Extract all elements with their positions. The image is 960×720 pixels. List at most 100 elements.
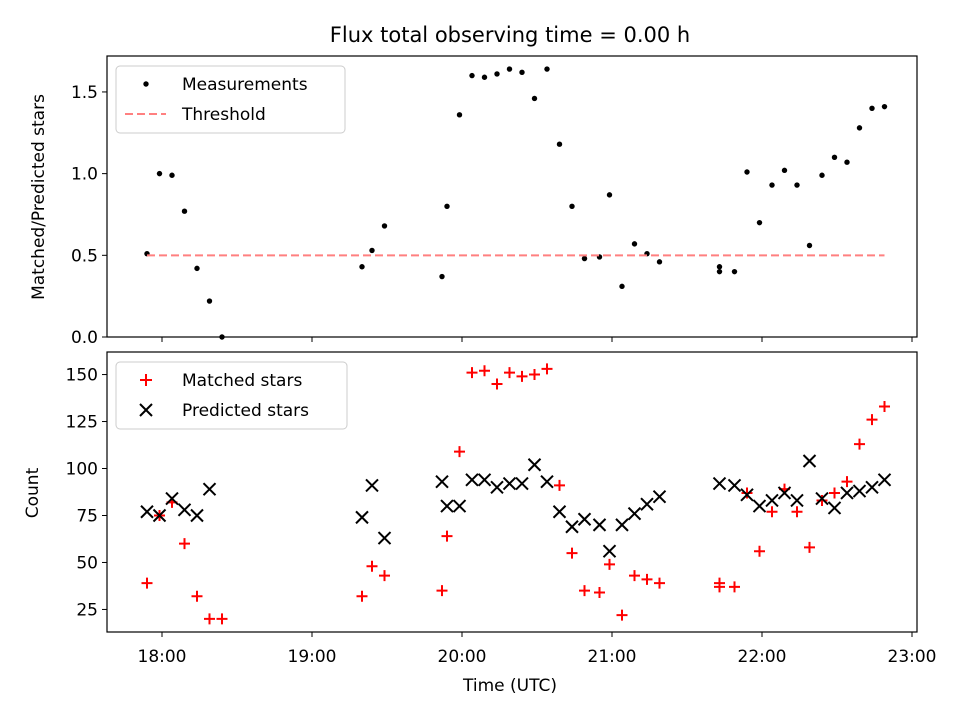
data-point [829,487,840,499]
data-point [819,172,825,178]
data-point [556,141,563,147]
data-point [494,71,500,77]
data-point [440,499,454,513]
data-point [641,573,653,585]
data-point [791,506,803,518]
data-point [466,367,478,379]
data-point [491,378,503,390]
y-tick-label: 50 [76,553,98,573]
data-point [854,438,865,450]
x-tick-label: 23:00 [888,647,937,667]
data-point [602,544,617,558]
data-point [141,577,153,589]
data-point [615,518,629,532]
data-point [569,203,575,210]
data-point [802,454,817,468]
data-point [441,530,453,542]
data-point [140,505,154,519]
data-point [606,192,613,198]
y-tick-label: 25 [76,600,98,620]
data-point [202,482,217,496]
data-point [712,476,727,491]
data-point [436,585,448,597]
legend-swatch [143,81,149,87]
data-point [790,493,804,508]
y-tick-label: 1.5 [71,83,98,103]
bottom-y-axis-label: Count [23,467,43,518]
data-point [604,558,615,570]
data-point [756,219,763,226]
data-point [781,167,788,174]
data-point [865,480,879,495]
y-tick-label: 125 [66,413,98,433]
data-point [204,613,215,625]
data-point [377,531,392,545]
y-tick-label: 150 [66,366,98,386]
y-tick-label: 100 [66,460,98,480]
data-point [540,474,554,489]
legend-box [115,65,346,134]
x-tick-label: 18:00 [138,647,187,667]
legend: Measurements Threshold [115,65,346,134]
panel-ratio: 0.0 0.5 1.0 1.5 Measurements Threshold [71,55,918,348]
data-point [841,476,853,488]
data-point [777,486,792,500]
data-point [381,223,388,229]
data-point [816,494,828,506]
x-tick-label: 22:00 [738,647,787,667]
data-point [379,570,390,582]
data-point [552,505,567,519]
data-point [769,182,775,188]
top-y-axis-label: Matched/Predicted stars [29,94,49,300]
data-point [631,241,638,247]
data-point [529,369,540,381]
data-point [156,170,163,177]
legend-label: Threshold [181,105,266,125]
data-point [527,458,542,472]
data-point [366,560,378,572]
data-point [869,105,875,111]
data-point [731,268,738,275]
data-point [506,66,513,72]
legend-label: Predicted stars [182,401,309,421]
data-point [439,273,445,280]
data-point [554,479,565,491]
data-point [356,590,368,602]
data-point [766,506,778,518]
data-point [714,581,725,593]
data-point [744,169,750,175]
data-point [194,265,200,272]
data-point [190,508,204,523]
legend-swatch [139,403,153,417]
data-point [652,489,667,504]
data-point [879,400,890,412]
data-point [877,473,892,487]
data-point [616,609,628,621]
data-point [481,74,488,80]
data-point [640,497,654,511]
data-point [831,154,838,160]
data-point [579,585,590,597]
data-point [729,581,740,593]
data-point [465,473,479,487]
data-point [565,520,579,534]
x-tick-label: 19:00 [288,647,337,667]
data-point [856,125,863,131]
data-point [594,587,605,599]
data-point [477,473,492,487]
legend-box [115,361,348,430]
data-point [479,365,490,377]
data-point [515,476,529,491]
data-point [206,298,213,304]
data-point [191,590,203,602]
data-point [516,370,528,382]
data-point [566,547,578,559]
data-point [531,95,538,102]
data-point [727,478,742,493]
data-point [741,487,753,499]
data-point [504,367,515,379]
data-point [502,476,517,491]
data-point [827,501,842,515]
x-tick-label: 21:00 [588,647,637,667]
